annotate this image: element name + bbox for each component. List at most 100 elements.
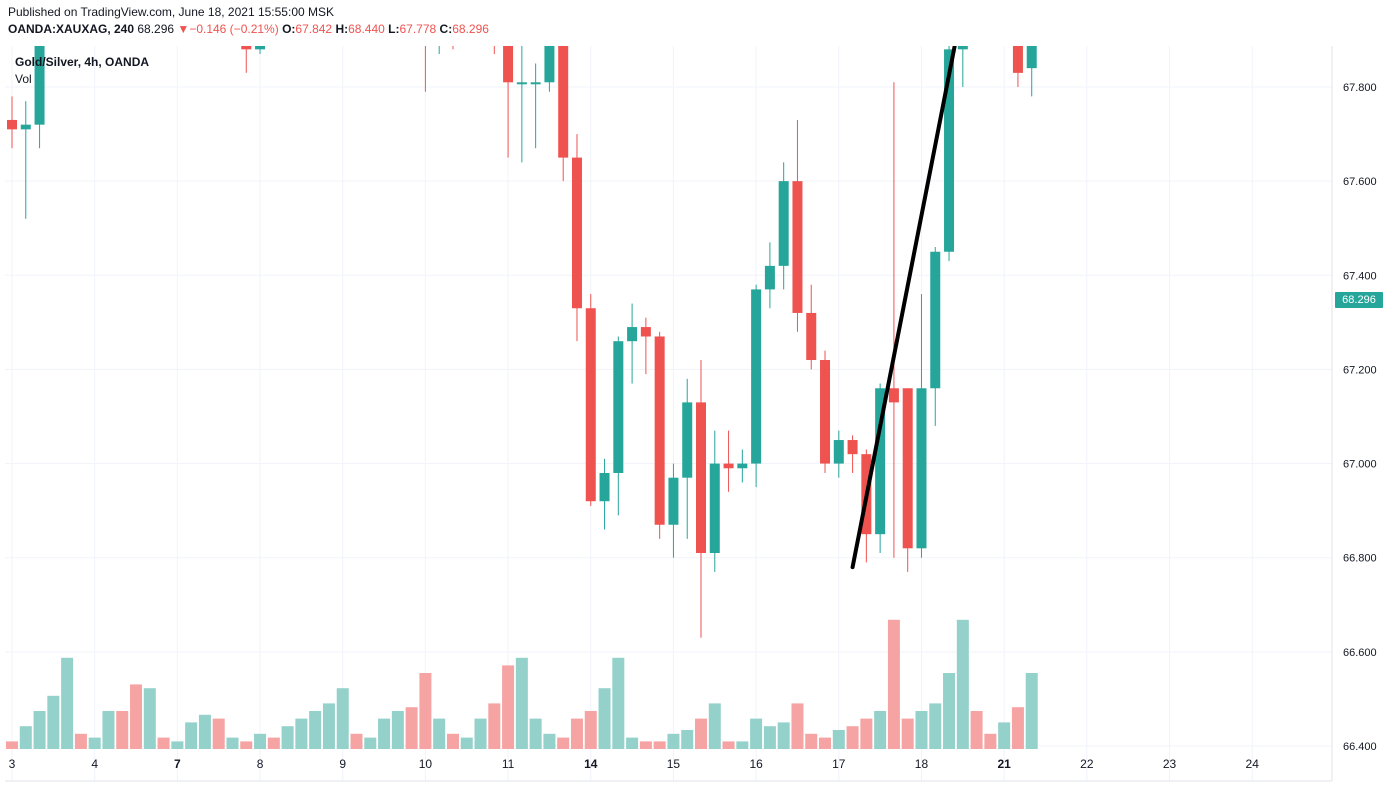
candlesticks <box>7 46 1037 638</box>
price-tick-label: 66.800 <box>1343 553 1377 565</box>
legend-volume[interactable]: Vol <box>15 72 32 86</box>
volume-bar <box>267 737 280 749</box>
low-value: 67.778 <box>399 22 437 36</box>
price-tick-label: 67.800 <box>1343 82 1377 94</box>
volume-bar <box>391 711 404 749</box>
volume-bar <box>502 665 515 749</box>
high-label: H: <box>335 22 349 36</box>
time-tick-label: 24 <box>1246 757 1260 771</box>
volume-bar <box>832 730 845 749</box>
price-tick-label: 67.600 <box>1343 176 1377 188</box>
candle-body <box>627 327 638 342</box>
price-tick-label: 67.400 <box>1343 270 1377 282</box>
volume-bar <box>681 730 694 749</box>
time-tick-label: 23 <box>1163 757 1177 771</box>
legend-title[interactable]: Gold/Silver, 4h, OANDA <box>15 55 150 69</box>
price-tick-label: 67.000 <box>1343 459 1377 471</box>
volume-bar <box>805 733 818 749</box>
volume-bar <box>874 711 887 749</box>
volume-bar <box>419 673 432 749</box>
volume-bar <box>254 733 267 749</box>
price-chart[interactable]: 66.400 66.600 66.800 67.000 67.200 67.400 67.6… <box>0 46 1396 785</box>
volume-bar <box>281 726 294 749</box>
volume-bar <box>639 741 652 749</box>
candle-body <box>613 341 624 473</box>
volume-bar <box>819 737 832 749</box>
volume-bar <box>1011 707 1024 749</box>
candle-body <box>792 181 803 313</box>
symbol-label[interactable]: OANDA:XAUXAG, 240 <box>8 22 135 36</box>
candle-body <box>7 119 17 130</box>
time-tick-label: 18 <box>915 757 929 771</box>
volume-bar <box>777 722 790 749</box>
volume-bar <box>157 737 170 749</box>
price-tick-label: 67.200 <box>1343 364 1377 376</box>
volume-bar <box>791 703 804 749</box>
volume-bar <box>322 703 335 749</box>
volume-bar <box>47 695 60 749</box>
open-label: O: <box>282 22 296 36</box>
candle-body <box>503 46 514 83</box>
candle-body <box>778 181 789 266</box>
volume-bar <box>970 711 983 749</box>
candle-body <box>806 312 817 361</box>
time-tick-label: 16 <box>749 757 763 771</box>
volume-bar <box>433 718 446 749</box>
candle-body <box>930 251 941 389</box>
volume-bar <box>763 726 776 749</box>
volume-bar <box>171 741 184 749</box>
last-price: 68.296 <box>137 22 175 36</box>
candle-body <box>709 463 720 554</box>
volume-bar <box>295 718 308 749</box>
volume-bar <box>405 707 418 749</box>
volume-bar <box>378 718 391 749</box>
candle-body <box>820 360 831 464</box>
time-tick-label: 8 <box>257 757 264 771</box>
volume-bar <box>901 718 914 749</box>
candle-body <box>957 46 968 50</box>
volume-bar <box>612 657 625 749</box>
candle-body <box>751 289 762 464</box>
chart-legend: Gold/Silver, 4h, OANDA Vol <box>15 54 149 88</box>
volume-bar <box>212 718 225 749</box>
candle-body <box>530 82 541 85</box>
volume-bar <box>74 733 87 749</box>
trend-arrow-drawing <box>850 46 957 570</box>
volume-bar <box>350 733 363 749</box>
last-price-tag: 68.296 <box>1335 292 1383 308</box>
volume-bar <box>557 737 570 749</box>
volume-bar <box>198 714 211 749</box>
price-tick-label: 66.400 <box>1343 741 1377 753</box>
candle-body <box>1026 46 1037 69</box>
time-tick-label: 11 <box>502 757 515 771</box>
candle-body <box>916 388 927 549</box>
volume-bar <box>364 737 377 749</box>
candle-body <box>20 124 31 130</box>
candle-body <box>944 49 955 252</box>
time-tick-label: 4 <box>91 757 98 771</box>
volume-bar <box>750 718 763 749</box>
volume-bar <box>446 733 459 749</box>
arrow-shaft <box>850 46 957 570</box>
candle-body <box>599 472 610 502</box>
open-value: 67.842 <box>295 22 333 36</box>
price-tick-label: 66.600 <box>1343 647 1377 659</box>
volume-bar <box>570 718 583 749</box>
volume-bar <box>33 711 46 749</box>
volume-bar <box>1025 673 1038 749</box>
candle-body <box>847 440 858 455</box>
candle-body <box>764 265 775 290</box>
volume-bar <box>116 711 129 749</box>
volume-bar <box>736 741 749 749</box>
candle-body <box>875 388 886 535</box>
time-tick-label: 21 <box>997 757 1011 771</box>
candle-body <box>888 388 899 403</box>
close-label: C: <box>439 22 453 36</box>
time-tick-label: 17 <box>832 757 846 771</box>
candle-body <box>668 477 679 525</box>
close-value: 68.296 <box>452 22 489 36</box>
candle-body <box>241 46 252 50</box>
volume-bars <box>6 619 1038 749</box>
candle-body <box>833 440 844 464</box>
volume-bar <box>929 703 942 749</box>
